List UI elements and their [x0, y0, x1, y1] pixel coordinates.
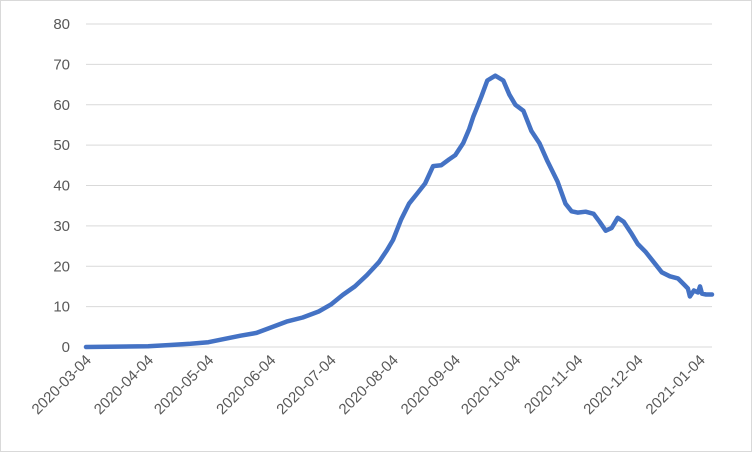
y-tick-label: 30	[53, 218, 70, 235]
x-tick-label: 2020-07-04	[273, 352, 339, 418]
y-tick-label: 60	[53, 97, 70, 114]
x-tick-label: 2020-12-04	[580, 352, 646, 418]
y-tick-label: 40	[53, 178, 70, 195]
x-tick-label: 2020-03-04	[29, 352, 95, 418]
x-tick-label: 2020-08-04	[336, 352, 402, 418]
x-tick-label: 2021-01-04	[643, 352, 709, 418]
y-axis-ticks: 0 10 20 30 40 50 60 70 80	[53, 16, 70, 356]
y-tick-label: 20	[53, 258, 70, 275]
y-tick-label: 50	[53, 137, 70, 154]
gridlines	[86, 23, 712, 348]
y-tick-label: 10	[53, 299, 70, 316]
y-tick-label: 0	[62, 339, 70, 356]
series-layer	[83, 73, 715, 350]
y-tick-label: 70	[53, 56, 70, 73]
x-tick-label: 2020-05-04	[151, 352, 217, 418]
x-tick-label: 2020-06-04	[213, 352, 279, 418]
series-line-0	[83, 73, 715, 350]
x-axis-ticks: 2020-03-042020-04-042020-05-042020-06-04…	[29, 352, 709, 418]
x-tick-label: 2020-10-04	[458, 352, 524, 418]
x-tick-label: 2020-09-04	[398, 352, 464, 418]
x-tick-label: 2020-04-04	[91, 352, 157, 418]
y-tick-label: 80	[53, 16, 70, 33]
x-tick-label: 2020-11-04	[521, 352, 586, 417]
